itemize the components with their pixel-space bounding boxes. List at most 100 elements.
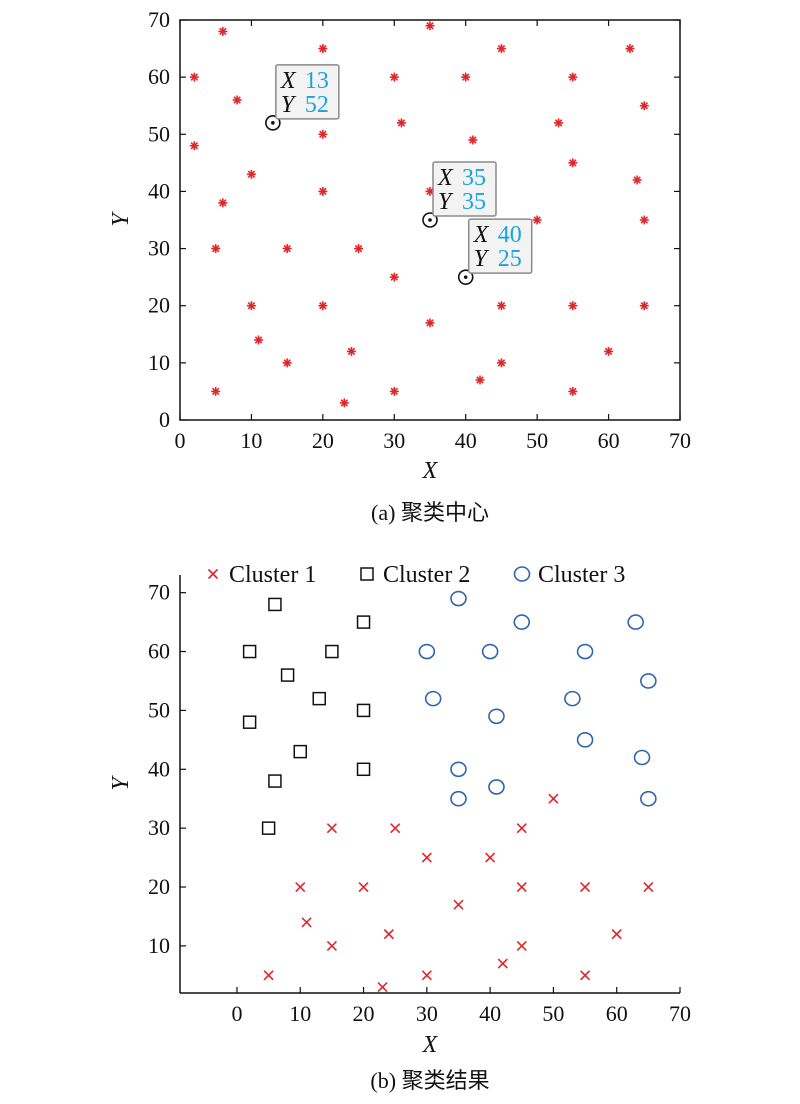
plot-a-point (189, 141, 199, 151)
plot-a-caption: (a) 聚类中心 (371, 500, 489, 525)
plot-b-point (356, 615, 371, 629)
plot-a-x-tick-label: 60 (598, 428, 620, 453)
datatip-x-key: X (280, 68, 297, 94)
plot-a-point (346, 346, 356, 356)
plot-b-point (516, 823, 527, 834)
plot-b-point (356, 703, 371, 718)
plot-a-point (425, 21, 435, 31)
plot-a-point (496, 44, 506, 54)
plot-b-point (242, 644, 257, 659)
plot-a-point (468, 135, 478, 145)
legend-entry-1: Cluster 1 (207, 562, 316, 588)
plot-a-y-axis-label: Y (108, 211, 134, 227)
plot-a-y-tick-label: 0 (159, 407, 170, 432)
plot-b-point (627, 614, 644, 630)
plot-b-legend: Cluster 1 Cluster 2 Cluster 3 (207, 562, 625, 588)
plot-b-point (358, 881, 369, 893)
plot-a-frame (179, 19, 681, 421)
legend-entry-2: Cluster 2 (360, 562, 470, 588)
plot-a-point (282, 244, 292, 254)
plot-a-points (189, 21, 649, 408)
plot-b-point (295, 881, 306, 893)
legend-entry-3: Cluster 3 (513, 562, 625, 588)
plot-a-x-axis-label: X (422, 458, 439, 484)
center-dot (463, 275, 468, 279)
panel-cluster-centers: 0 10 20 30 40 50 60 70 0 10 20 30 40 50 60 70 X 13 Y 52 X 35… (108, 7, 691, 525)
plot-a-x-tick-label: 50 (526, 428, 548, 453)
plot-a-point (218, 198, 228, 208)
plot-a-point (496, 301, 506, 311)
plot-b-point (488, 779, 505, 795)
datatip-y-key: Y (474, 246, 490, 272)
plot-b-point (356, 762, 371, 777)
plot-b-point (640, 673, 657, 689)
plot-a-point (568, 72, 578, 82)
plot-b-point (261, 821, 276, 835)
plot-a-point (218, 26, 228, 36)
plot-b-y-tick-label: 50 (148, 697, 170, 722)
plot-b-y-tick-label: 60 (148, 639, 170, 664)
center-dot (271, 121, 275, 125)
datatip-y-key: Y (281, 92, 297, 118)
plot-b-point (548, 793, 559, 804)
datatip-box (432, 161, 497, 217)
plot-b-point (242, 715, 257, 729)
panel-cluster-results: Cluster 1 Cluster 2 Cluster 3 0 10 20 30 40 50 6… (108, 562, 691, 1093)
plot-a-point (318, 44, 328, 54)
plot-a-point (568, 386, 578, 396)
datatip-x-value: 40 (498, 222, 522, 248)
plot-b-point (611, 929, 622, 940)
plot-a-point (639, 215, 649, 225)
plot-a-point (532, 215, 542, 225)
plot-b-y-tick-label: 10 (148, 933, 170, 958)
datatip-y-key: Y (438, 189, 454, 215)
plot-b-point (564, 690, 581, 707)
plot-b-y-tick-label: 70 (148, 580, 170, 605)
plot-a-point (282, 358, 292, 368)
plot-a-point (232, 95, 242, 105)
plot-a-y-tick-label: 20 (148, 293, 170, 318)
plot-b-point (421, 970, 432, 981)
plot-b-point (424, 690, 442, 707)
cluster-center: X 13 Y 52 (265, 64, 340, 131)
datatip-x-value: 35 (462, 165, 486, 191)
plot-b-point (633, 749, 651, 766)
legend-marker (207, 568, 219, 580)
plot-a-point (318, 301, 328, 311)
plot-b-ticks: 0 10 20 30 40 50 60 70 10 20 30 40 50 60 70 (148, 580, 691, 1026)
center-marker (422, 212, 438, 228)
center-marker (457, 269, 474, 285)
plot-b-caption: (b) 聚类结果 (370, 1068, 489, 1093)
plot-b-series-1 (263, 793, 654, 993)
plot-b-point (268, 597, 282, 612)
plot-a-y-tick-label: 70 (148, 7, 170, 32)
plot-b-point (516, 881, 527, 893)
plot-a-point (496, 358, 506, 368)
plot-a-point (396, 118, 406, 128)
center-marker (265, 115, 281, 131)
plot-b-point (640, 790, 657, 807)
plot-b-point (421, 852, 432, 863)
plot-b-x-tick-label: 70 (669, 1001, 691, 1026)
plot-b-point (579, 970, 591, 981)
plot-a-x-tick-label: 70 (669, 428, 691, 453)
plot-a-x-tick-label: 30 (383, 428, 405, 453)
plot-a-point (639, 301, 649, 311)
center-dot (428, 218, 432, 222)
legend-label: Cluster 1 (229, 562, 316, 588)
plot-a-point (639, 101, 649, 111)
cluster-center: X 40 Y 25 (457, 218, 533, 285)
plot-b-series-3 (418, 590, 657, 807)
plot-b-point (293, 744, 308, 759)
plot-a-point (339, 398, 349, 408)
legend-label: Cluster 3 (538, 562, 625, 588)
plot-b-point (576, 732, 594, 748)
plot-b-y-tick-label: 40 (148, 756, 170, 781)
plot-a-point (211, 244, 221, 254)
plot-b-x-tick-label: 10 (289, 1001, 311, 1026)
plot-a-point (246, 301, 256, 311)
plot-a-point (254, 335, 264, 345)
plot-a-x-tick-label: 10 (240, 428, 262, 453)
plot-b-point (312, 691, 326, 706)
